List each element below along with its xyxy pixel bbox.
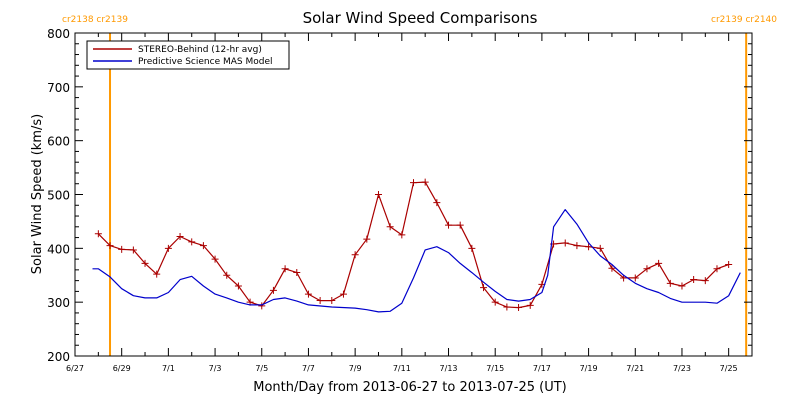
data-point: [515, 304, 523, 312]
data-point: [106, 242, 114, 250]
data-point: [363, 235, 371, 243]
data-point: [421, 178, 429, 186]
y-tick-label: 600: [47, 135, 70, 149]
x-tick-label: 7/21: [626, 364, 644, 373]
data-point: [631, 274, 639, 282]
x-tick-label: 7/23: [673, 364, 691, 373]
data-point: [164, 244, 172, 252]
data-point: [153, 270, 161, 278]
x-tick-label: 6/29: [113, 364, 131, 373]
data-point: [386, 223, 394, 231]
x-tick-label: 7/1: [162, 364, 175, 373]
data-point: [655, 259, 663, 267]
x-tick-label: 6/27: [66, 364, 84, 373]
data-point: [351, 251, 359, 259]
data-point: [573, 242, 581, 250]
x-tick-label: 7/7: [302, 364, 315, 373]
data-point: [281, 265, 289, 273]
x-tick-label: 7/17: [533, 364, 551, 373]
data-point: [410, 179, 417, 187]
y-tick-label: 500: [47, 189, 70, 203]
data-point: [141, 259, 149, 267]
data-point: [445, 221, 453, 229]
axis-layer: 200 300 400 500 600 700 800 6/27 6/29 7/1 7/3 7/5 7/…: [47, 27, 753, 373]
data-point: [118, 245, 126, 253]
x-tick-label: 7/9: [349, 364, 362, 373]
data-point: [480, 284, 488, 292]
data-point: [94, 230, 102, 238]
data-point: [339, 290, 347, 298]
data-point: [374, 191, 382, 198]
data-point: [608, 264, 616, 272]
data-point: [234, 282, 242, 290]
x-tick-label: 7/25: [720, 364, 738, 373]
data-point: [526, 301, 534, 309]
series-mas-model: [92, 209, 741, 313]
x-tick-label: 7/15: [486, 364, 504, 373]
data-point: [503, 303, 511, 311]
y-tick-label: 800: [47, 27, 70, 41]
data-point: [328, 297, 336, 305]
data-point: [585, 243, 593, 251]
x-tick-label: 7/19: [580, 364, 598, 373]
data-point: [666, 279, 674, 287]
y-tick-label: 200: [47, 350, 70, 364]
series-stereo-behind: [94, 178, 733, 312]
x-tick-label: 7/11: [393, 364, 411, 373]
data-point: [725, 260, 733, 268]
data-point: [713, 265, 721, 273]
data-point: [258, 302, 266, 310]
carrington-marker-label: cr2139 cr2140: [711, 15, 777, 25]
data-point: [129, 246, 137, 254]
legend: STEREO-Behind (12-hr avg) Predictive Sci…: [86, 40, 290, 70]
data-point: [293, 269, 301, 277]
data-point: [398, 231, 406, 239]
series-line: [92, 209, 741, 313]
data-point: [211, 255, 219, 263]
data-point: [304, 290, 312, 298]
series-layer: [92, 178, 741, 313]
data-point: [690, 276, 698, 284]
y-tick-label: 700: [47, 81, 70, 95]
data-point: [701, 277, 709, 285]
x-axis-label: Month/Day from 2013-06-27 to 2013-07-25 …: [253, 380, 566, 395]
data-point: [491, 298, 499, 306]
data-point: [643, 265, 651, 273]
x-tick-label: 7/3: [209, 364, 222, 373]
y-axis-label: Solar Wind Speed (km/s): [30, 114, 45, 274]
data-point: [678, 282, 686, 290]
data-point: [561, 239, 569, 247]
legend-label-mas: Predictive Science MAS Model: [138, 57, 273, 67]
data-point: [468, 244, 476, 252]
x-tick-label: 7/13: [440, 364, 458, 373]
data-point: [316, 297, 324, 305]
y-tick-label: 300: [47, 296, 70, 310]
x-tick-label: 7/5: [255, 364, 268, 373]
legend-box: [86, 40, 290, 70]
legend-label-stereo: STEREO-Behind (12-hr avg): [138, 45, 262, 55]
data-point: [433, 199, 441, 207]
data-point: [456, 221, 464, 229]
chart-title: Solar Wind Speed Comparisons: [303, 9, 538, 27]
data-point: [199, 242, 207, 250]
carrington-marker-label: cr2138 cr2139: [62, 15, 128, 25]
data-point: [223, 271, 231, 279]
data-point: [188, 238, 196, 246]
y-tick-label: 400: [47, 242, 70, 256]
data-point: [596, 244, 604, 252]
data-point: [176, 232, 184, 240]
data-point: [269, 286, 277, 294]
